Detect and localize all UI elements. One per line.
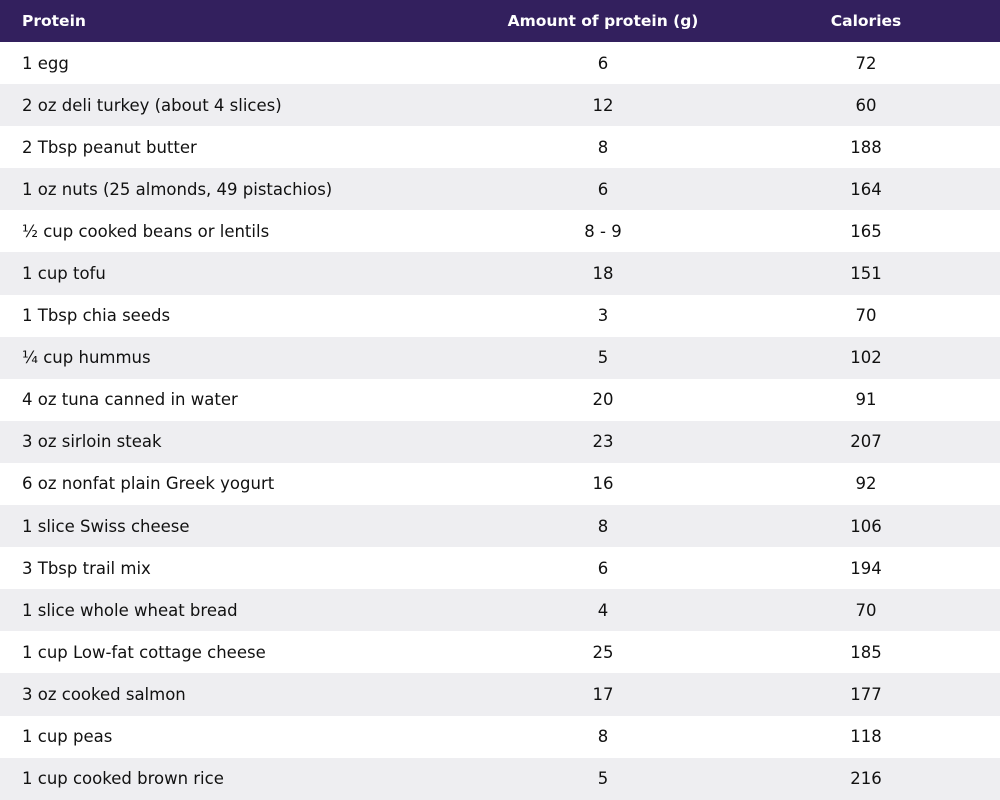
cell-protein-grams: 4 xyxy=(597,600,609,620)
cell-calories: 92 xyxy=(855,474,877,494)
cell-food-item: 1 oz nuts (25 almonds, 49 pistachios) xyxy=(22,179,333,199)
table-header-row: Protein Amount of protein (g) Calories xyxy=(0,0,1000,42)
cell-protein-grams: 5 xyxy=(597,348,609,368)
header-protein: Protein xyxy=(22,12,86,30)
cell-food-item: 1 slice whole wheat bread xyxy=(22,600,238,620)
cell-food-item: ½ cup cooked beans or lentils xyxy=(22,221,270,241)
cell-food-item: 3 Tbsp trail mix xyxy=(22,558,151,578)
cell-calories: 70 xyxy=(855,306,877,326)
cell-protein-grams: 5 xyxy=(597,769,609,789)
cell-calories: 102 xyxy=(850,348,882,368)
table-row: 1 egg 6 72 xyxy=(0,42,1000,85)
cell-calories: 70 xyxy=(855,600,877,620)
cell-calories: 177 xyxy=(850,684,882,704)
table-row: 2 oz deli turkey (about 4 slices) 12 60 xyxy=(0,84,1000,127)
table-row: 6 oz nonfat plain Greek yogurt 16 92 xyxy=(0,462,1000,506)
cell-calories: 216 xyxy=(850,769,882,789)
cell-protein-grams: 25 xyxy=(592,642,614,662)
table-row: 1 slice whole wheat bread 4 70 xyxy=(0,589,1000,632)
table-row: 1 oz nuts (25 almonds, 49 pistachios) 6 16… xyxy=(0,168,1000,211)
cell-calories: 185 xyxy=(850,642,882,662)
cell-protein-grams: 8 xyxy=(597,727,609,747)
cell-calories: 165 xyxy=(850,221,882,241)
cell-food-item: 1 cup Low-fat cottage cheese xyxy=(22,642,266,662)
cell-protein-grams: 8 xyxy=(597,137,609,157)
cell-food-item: 3 oz cooked salmon xyxy=(22,684,186,704)
table-row: 1 cup peas 8 118 xyxy=(0,715,1000,758)
cell-calories: 118 xyxy=(850,727,882,747)
cell-food-item: 2 Tbsp peanut butter xyxy=(22,137,197,157)
cell-calories: 91 xyxy=(855,390,877,410)
cell-protein-grams: 6 xyxy=(597,558,609,578)
cell-food-item: 1 cup peas xyxy=(22,727,113,747)
cell-protein-grams: 12 xyxy=(592,95,614,115)
table-row: 3 oz cooked salmon 17 177 xyxy=(0,673,1000,716)
table-row: 1 Tbsp chia seeds 3 70 xyxy=(0,294,1000,337)
table-row: ¼ cup hummus 5 102 xyxy=(0,336,1000,379)
cell-protein-grams: 3 xyxy=(597,306,609,326)
cell-food-item: 3 oz sirloin steak xyxy=(22,432,162,452)
cell-protein-grams: 6 xyxy=(597,179,609,199)
cell-protein-grams: 6 xyxy=(597,53,609,73)
table-row: 4 oz tuna canned in water 20 91 xyxy=(0,378,1000,421)
header-calories: Calories xyxy=(830,12,902,30)
cell-protein-grams: 8 xyxy=(597,516,609,536)
cell-calories: 194 xyxy=(850,558,882,578)
cell-protein-grams: 20 xyxy=(592,390,614,410)
cell-food-item: 1 Tbsp chia seeds xyxy=(22,306,171,326)
table-row: 1 slice Swiss cheese 8 106 xyxy=(0,505,1000,548)
cell-protein-grams: 16 xyxy=(592,474,614,494)
cell-food-item: 2 oz deli turkey (about 4 slices) xyxy=(22,95,282,115)
cell-calories: 207 xyxy=(850,432,882,452)
cell-calories: 164 xyxy=(850,179,882,199)
table-row: 3 oz sirloin steak 23 207 xyxy=(0,420,1000,463)
cell-protein-grams: 8 - 9 xyxy=(584,221,622,241)
cell-calories: 151 xyxy=(850,264,882,284)
cell-calories: 188 xyxy=(850,137,882,157)
cell-protein-grams: 23 xyxy=(592,432,614,452)
table-row: 1 cup Low-fat cottage cheese 25 185 xyxy=(0,631,1000,674)
cell-food-item: 6 oz nonfat plain Greek yogurt xyxy=(22,474,275,494)
cell-food-item: ¼ cup hummus xyxy=(22,348,151,368)
cell-protein-grams: 17 xyxy=(592,684,614,704)
cell-calories: 106 xyxy=(850,516,882,536)
cell-food-item: 1 cup tofu xyxy=(22,264,106,284)
cell-calories: 72 xyxy=(855,53,877,73)
cell-food-item: 1 cup cooked brown rice xyxy=(22,769,224,789)
header-amount-of-protein: Amount of protein (g) xyxy=(507,12,699,30)
table-row: 1 cup tofu 18 151 xyxy=(0,252,1000,295)
cell-calories: 60 xyxy=(855,95,877,115)
table-row: ½ cup cooked beans or lentils 8 - 9 165 xyxy=(0,210,1000,253)
table-row: 2 Tbsp peanut butter 8 188 xyxy=(0,126,1000,169)
cell-food-item: 1 slice Swiss cheese xyxy=(22,516,190,536)
cell-protein-grams: 18 xyxy=(592,264,614,284)
table-row: 3 Tbsp trail mix 6 194 xyxy=(0,547,1000,590)
table-row: 1 cup cooked brown rice 5 216 xyxy=(0,757,1000,800)
cell-food-item: 4 oz tuna canned in water xyxy=(22,390,238,410)
cell-food-item: 1 egg xyxy=(22,53,69,73)
